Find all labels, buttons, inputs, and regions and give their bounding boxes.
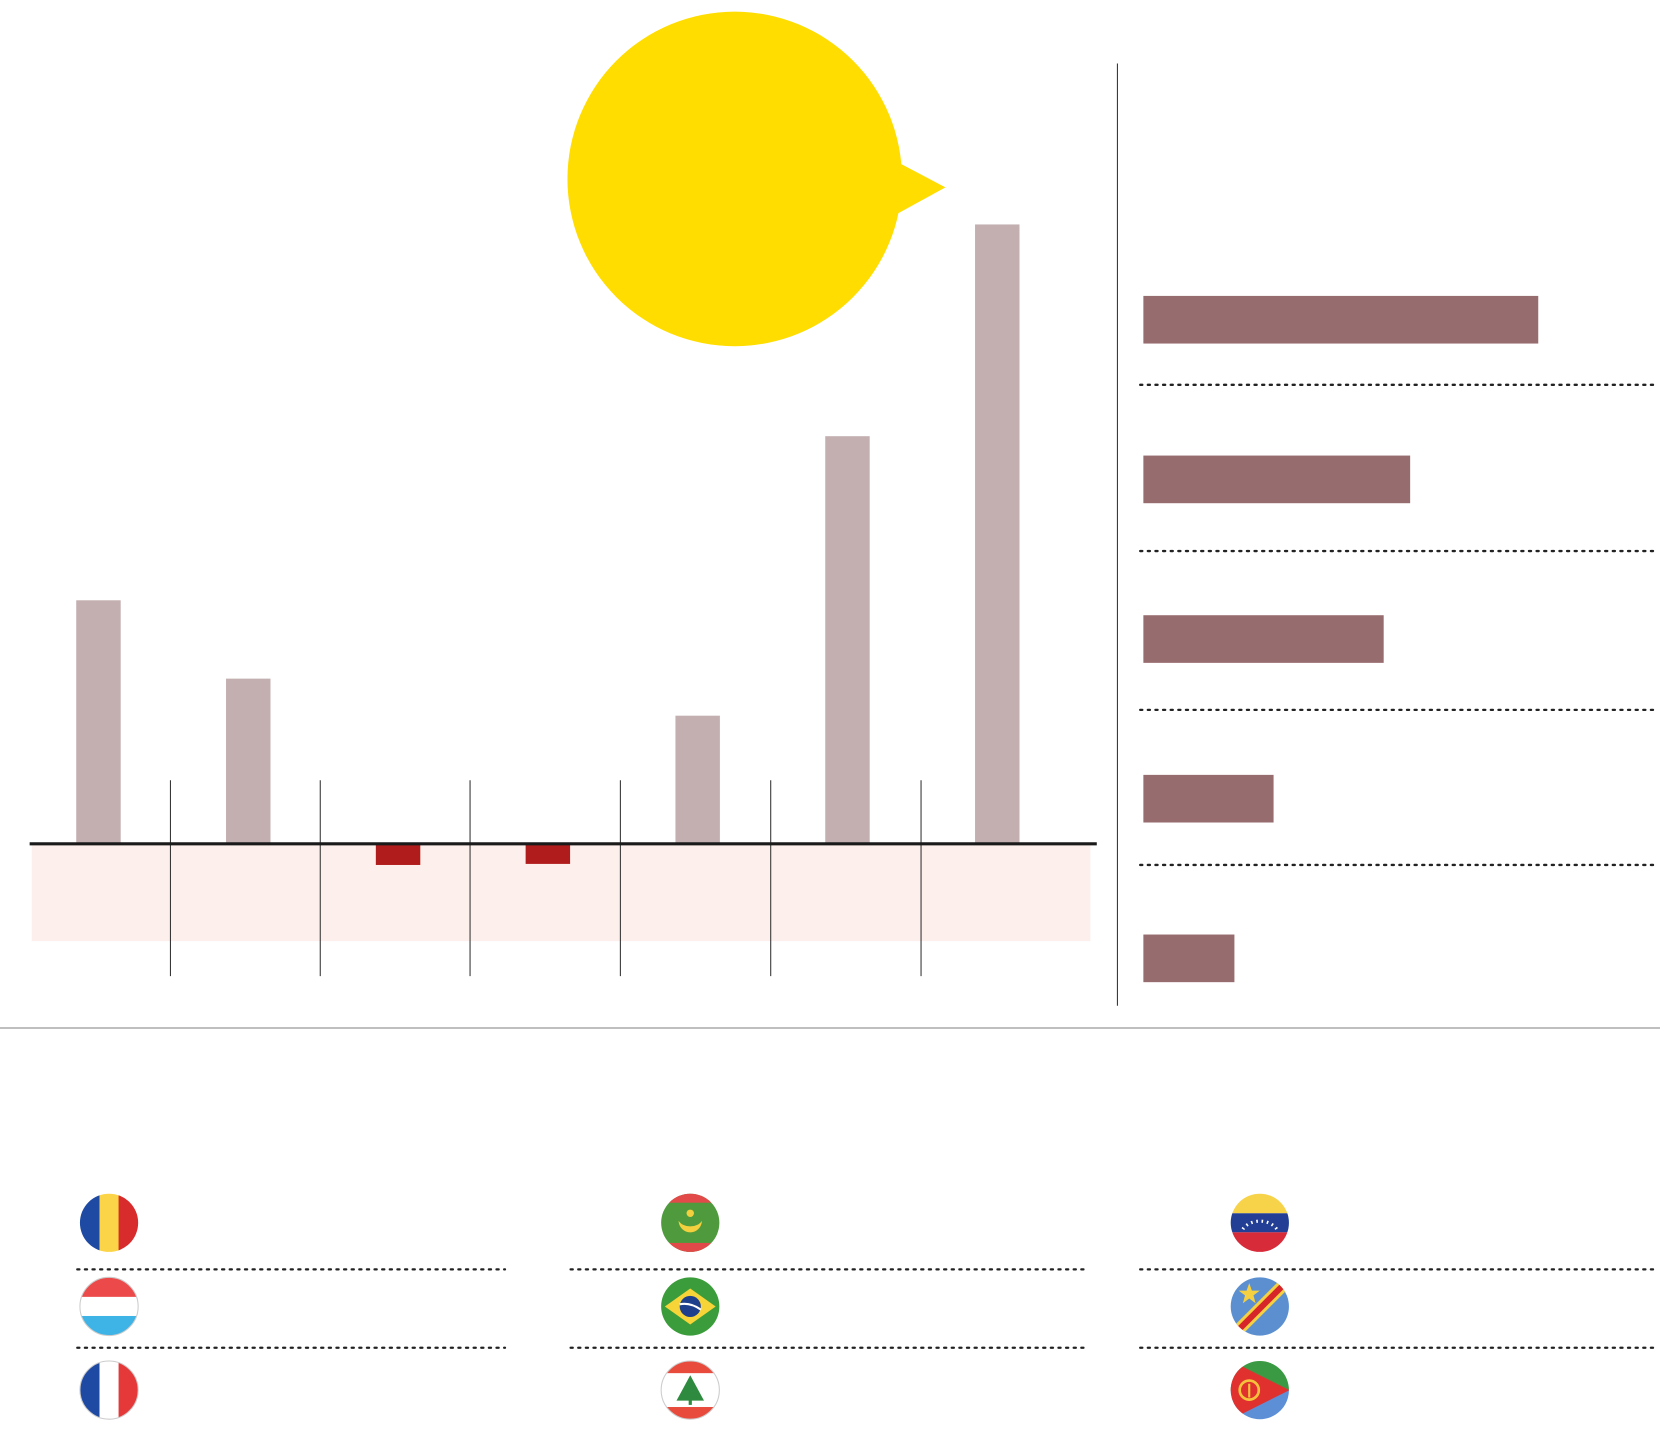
flag-mauritania — [661, 1193, 720, 1252]
column — [525, 843, 571, 864]
column — [226, 678, 271, 844]
bar — [1143, 615, 1384, 663]
column — [76, 600, 121, 844]
column — [675, 715, 720, 844]
bar — [1143, 455, 1411, 504]
right-dividers — [1139, 383, 1657, 867]
column — [825, 436, 870, 844]
column-dividers — [169, 780, 922, 977]
flag-brazil — [661, 1277, 720, 1336]
flag-lebanon — [660, 1360, 720, 1420]
speech-bubble — [567, 11, 946, 347]
flag-dr-congo — [1230, 1277, 1289, 1336]
column — [975, 224, 1020, 844]
flag-france — [79, 1360, 139, 1420]
flag-luxembourg — [79, 1276, 139, 1337]
flag-eritrea — [1230, 1360, 1289, 1420]
column-chart — [29, 224, 1097, 865]
bar — [1143, 295, 1539, 344]
bar-chart — [1143, 295, 1539, 983]
bar — [1143, 934, 1235, 983]
flag-venezuela — [1230, 1193, 1289, 1252]
column — [375, 843, 421, 865]
flag-romania — [79, 1193, 139, 1252]
bar — [1143, 774, 1274, 823]
legend-dividers — [76, 1268, 1657, 1349]
